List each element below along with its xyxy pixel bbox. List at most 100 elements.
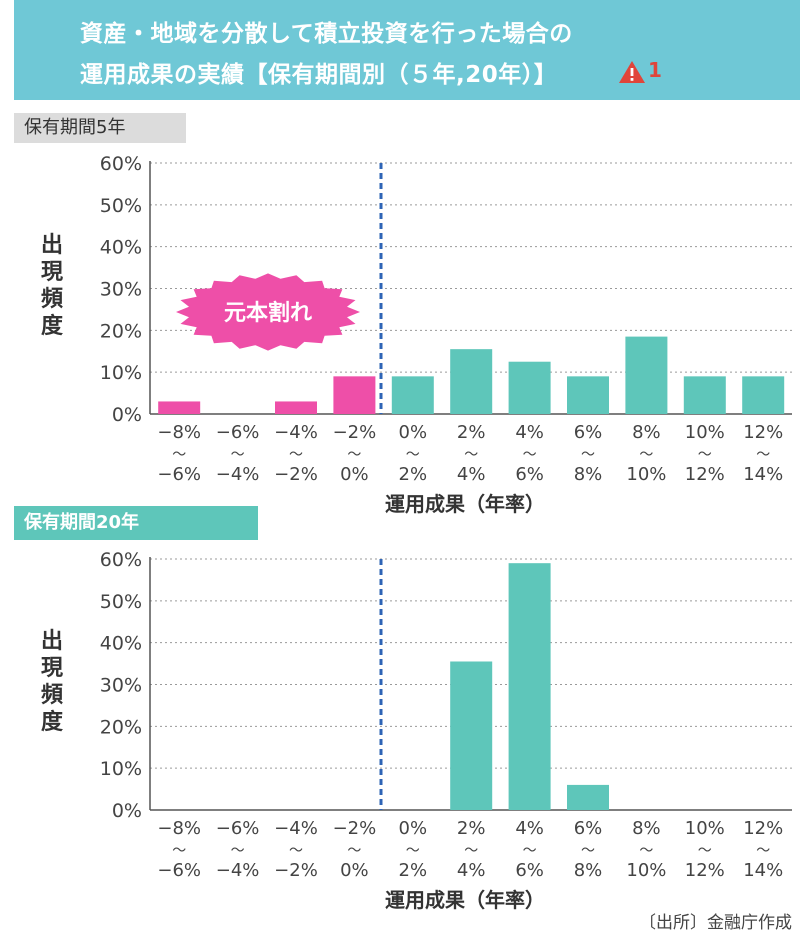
x-tick-label: 12% [685,464,725,485]
bar [683,376,726,414]
y-axis-label-char: 出 [41,233,63,258]
x-axis-label: 運用成果（年率） [385,492,545,516]
x-tick-label: −4% [216,464,260,485]
x-tick-label: 0% [340,860,369,881]
y-tick-label: 20% [100,716,142,738]
x-tick-label: 12% [743,818,783,839]
x-tick-label: −6% [157,464,201,485]
x-tick-label: 〜 [347,843,361,859]
y-axis-label-char: 度 [41,313,64,339]
y-axis-label-char: 頻 [41,683,63,708]
x-tick-label: 6% [515,860,544,881]
y-axis-label-char: 現 [41,260,63,285]
x-tick-label: 10% [626,860,666,881]
title-line-1: 資産・地域を分散して積立投資を行った場合の [80,21,573,47]
x-tick-label: 〜 [581,843,595,859]
x-tick-label: −8% [157,818,201,839]
x-tick-label: 14% [743,464,783,485]
x-tick-label: 〜 [464,447,478,463]
x-tick-label: 〜 [406,447,420,463]
warning-number: 1 [648,58,662,82]
x-tick-label: 10% [685,422,725,443]
x-tick-label: −6% [157,860,201,881]
x-tick-label: 8% [632,422,661,443]
x-tick-label: 〜 [231,843,245,859]
x-tick-label: 12% [743,422,783,443]
x-tick-label: 〜 [523,843,537,859]
x-tick-label: 〜 [639,447,653,463]
x-tick-label: 2% [399,860,428,881]
y-tick-label: 40% [100,633,142,655]
bar [508,563,551,810]
bar [742,376,785,414]
bar-chart-20y: 0%10%20%30%40%50%60%出現頻度−8%〜−6%−6%〜−4%−4… [41,549,792,912]
x-axis-label: 運用成果（年率） [385,888,545,912]
bar [391,376,434,414]
x-tick-label: 〜 [581,447,595,463]
source-note: 〔出所〕金融庁作成 [639,913,792,933]
x-tick-label: 10% [685,818,725,839]
x-tick-label: 〜 [756,843,770,859]
y-tick-label: 30% [100,279,142,301]
bar-chart-5y: 0%10%20%30%40%50%60%出現頻度−8%〜−6%−6%〜−4%−4… [41,153,792,516]
bar [567,376,609,414]
x-tick-label: −8% [157,422,201,443]
y-tick-label: 60% [100,549,142,571]
y-tick-label: 10% [100,758,142,780]
y-tick-label: 50% [100,591,142,613]
x-tick-label: 10% [626,464,666,485]
x-tick-label: 〜 [289,843,303,859]
x-tick-label: 〜 [289,447,303,463]
x-tick-label: −2% [274,860,318,881]
y-tick-label: 10% [100,362,142,384]
x-tick-label: 2% [399,464,428,485]
x-tick-label: 〜 [347,447,361,463]
x-tick-label: −4% [274,818,318,839]
y-axis-label-char: 出 [41,629,63,654]
x-tick-label: −2% [333,818,377,839]
section-label-20y: 保有期間20年 [14,506,258,540]
x-tick-label: 0% [399,818,428,839]
x-tick-label: −4% [216,860,260,881]
bar [158,401,201,414]
bar [333,376,376,414]
bar [508,361,551,414]
bar [625,336,668,414]
bar [450,349,493,414]
x-tick-label: −2% [274,464,318,485]
warning-icon [619,61,645,83]
y-axis-label-char: 頻 [41,287,63,312]
y-tick-label: 40% [100,237,142,259]
loss-badge-text: 元本割れ [224,300,312,326]
x-tick-label: 0% [340,464,369,485]
x-tick-label: −2% [333,422,377,443]
chart-header: 資産・地域を分散して積立投資を行った場合の 運用成果の実績【保有期間別（５年,2… [14,0,800,100]
y-axis-label-char: 現 [41,656,63,681]
section-label-5y: 保有期間5年 [14,113,186,143]
x-tick-label: 〜 [523,447,537,463]
x-tick-label: 6% [574,422,603,443]
y-tick-label: 0% [112,800,142,822]
x-tick-label: 〜 [172,843,186,859]
x-tick-label: 〜 [231,447,245,463]
x-tick-label: −6% [216,818,260,839]
x-tick-label: 6% [574,818,603,839]
bar [567,784,609,810]
bar [275,401,317,414]
title-line-2: 運用成果の実績【保有期間別（５年,20年）】 [80,62,558,88]
x-tick-label: −6% [216,422,260,443]
y-tick-label: 60% [100,153,142,175]
x-tick-label: 6% [515,464,544,485]
x-tick-label: 〜 [698,843,712,859]
x-tick-label: −4% [274,422,318,443]
x-tick-label: 8% [574,464,603,485]
x-tick-label: 4% [457,860,486,881]
x-tick-label: 4% [457,464,486,485]
x-tick-label: 8% [632,818,661,839]
x-tick-label: 4% [515,422,544,443]
x-tick-label: 〜 [172,447,186,463]
x-tick-label: 2% [457,818,486,839]
x-tick-label: 2% [457,422,486,443]
y-tick-label: 30% [100,675,142,697]
y-tick-label: 0% [112,404,142,426]
